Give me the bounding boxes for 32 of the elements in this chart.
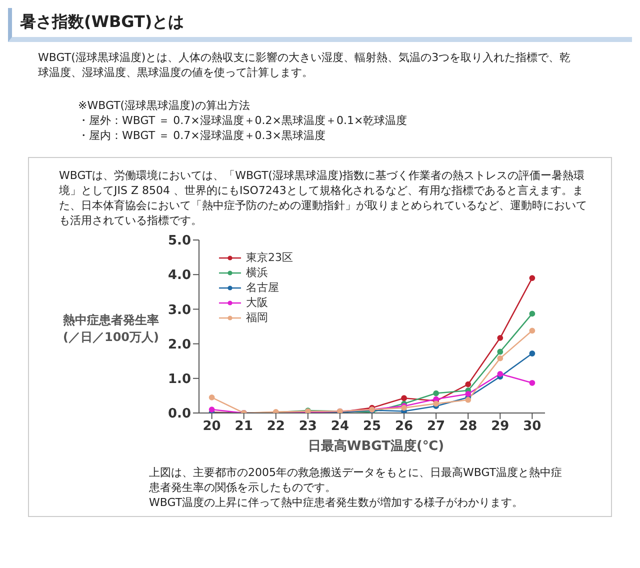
- text: ・屋内：WBGT ＝ 0.7×湿球温度＋0.3×黒球温度: [78, 128, 326, 143]
- legend-label: 東京23区: [246, 250, 293, 265]
- legend-label: 名古屋: [246, 280, 279, 295]
- legend-label: 横浜: [246, 265, 268, 280]
- y-tick-label: 1.0: [168, 372, 191, 388]
- x-tick-label: 30: [523, 419, 542, 434]
- legend-label: 福岡: [246, 310, 268, 325]
- legend-label: 大阪: [246, 295, 268, 310]
- y-tick-label: 5.0: [168, 234, 191, 249]
- x-tick-label: 24: [330, 419, 350, 434]
- y-tick-label: 0.0: [168, 406, 191, 422]
- text: 上図は、主要都市の2005年の救急搬送データをもとに、日最高WBGT温度と熱中症患者発生率の関係を示したものです。: [149, 465, 564, 495]
- x-tick-label: 29: [491, 419, 510, 434]
- y-tick-label: 2.0: [168, 337, 191, 352]
- x-tick-label: 20: [202, 419, 221, 434]
- x-tick-label: 23: [298, 419, 317, 434]
- x-tick-label: 27: [427, 419, 446, 434]
- y-tick-label: 3.0: [168, 302, 191, 318]
- text: WBGTは、労働環境においては、「WBGT(湿球黒球温度)指数に基づく作業者の熱ストレスの評価ー暑熱環境」としてJIS Z 8504 、世界的にもISO7243として規格化されるなど、有用な指標であると言えます。また、日本体育協会において「熱中症予防のための運動指針」が取りまとめられているなど、運動時においても活用されている指標です。: [59, 168, 588, 228]
- x-axis-title: 日最高WBGT温度(℃): [306, 438, 446, 455]
- chart-title: 暑さ指数(WBGT)とは: [8, 8, 632, 42]
- x-tick-label: 25: [362, 419, 382, 434]
- text: WBGT(湿球黒球温度)とは、人体の熱収支に影響の大きい湿度、輻射熱、気温の3つを取り入れた指標で、乾球温度、湿球温度、黒球温度の値を使って計算します。: [37, 50, 572, 80]
- y-tick-label: 4.0: [168, 268, 191, 284]
- text: ※WBGT(湿球黒球温度)の算出方法: [78, 98, 251, 113]
- text: ・屋外：WBGT ＝ 0.7×湿球温度＋0.2×黒球温度＋0.1×乾球温度: [78, 113, 408, 128]
- y-axis-title: 熱中症患者発生率(／日／100万人): [62, 312, 160, 346]
- x-tick-label: 22: [266, 419, 285, 434]
- text: WBGT温度の上昇に伴って熱中症患者発生数が増加する様子がわかります。: [149, 495, 524, 510]
- x-tick-label: 26: [394, 419, 414, 434]
- x-tick-label: 21: [234, 419, 253, 434]
- x-tick-label: 28: [459, 419, 478, 434]
